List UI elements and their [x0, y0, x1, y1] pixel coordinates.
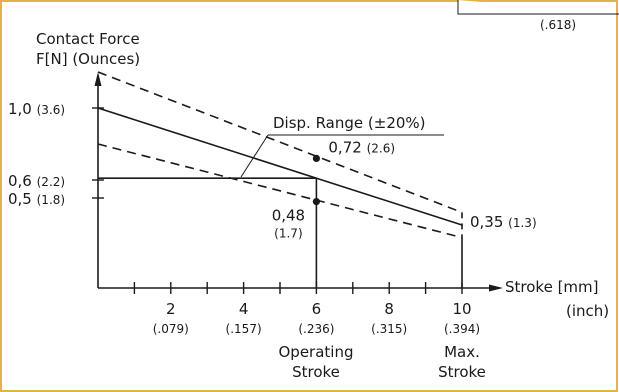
point-value: 0,72 — [328, 138, 366, 156]
series-layer — [97, 71, 463, 239]
y-tick-ounces: (2.2) — [37, 175, 65, 189]
y-axis-title-line2: F[N] (Ounces) — [36, 50, 140, 68]
end-point-value: 0,35 — [470, 213, 508, 231]
max-stroke-label-line1: Max. — [444, 343, 480, 361]
y-tick-label: 0,6 (2.2) — [8, 172, 65, 190]
operating-stroke-label-line1: Operating — [279, 343, 354, 361]
x-tick-label-inch: (.157) — [226, 322, 262, 336]
y-tick-value: 1,0 — [8, 100, 37, 118]
point-ounces: (2.6) — [367, 141, 395, 155]
y-tick-ounces: (1.8) — [37, 193, 65, 207]
series-line-lower — [97, 143, 463, 239]
guide-layer — [98, 177, 463, 288]
y-tick-value: 0,6 — [8, 172, 37, 190]
x-tick-label-inch: (.079) — [153, 322, 189, 336]
corner-box — [457, 0, 619, 15]
point-value: 0,48 — [272, 207, 305, 225]
y-tick-label: 1,0 (3.6) — [8, 100, 65, 118]
corner-label: (.618) — [540, 18, 576, 32]
y-tick-label: 0,5 (1.8) — [8, 190, 65, 208]
max-stroke-label-line2: Stroke — [438, 363, 486, 381]
operating-stroke-label-line2: Stroke — [292, 363, 340, 381]
annotation-leader — [240, 134, 269, 178]
x-axis-arrow — [489, 284, 503, 292]
x-tick-label-inch: (.236) — [298, 322, 334, 336]
end-point-ounces: (1.3) — [508, 216, 536, 230]
marker-layer: 0,72 (2.6) 0,48 (1.7) 0,35 (1.3) — [272, 138, 537, 240]
disp-range-annotation: Disp. Range (±20%) — [273, 114, 426, 132]
x-tick-label-inch: (.394) — [444, 322, 480, 336]
point-label: 0,72 (2.6) — [328, 138, 395, 156]
x-tick-label-mm: 6 — [312, 300, 322, 318]
x-axis-title: Stroke [mm] — [505, 278, 599, 296]
x-axis-unit: (inch) — [566, 302, 609, 320]
series-line-upper — [97, 71, 463, 214]
y-tick-value: 0,5 — [8, 190, 37, 208]
end-point-label: 0,35 (1.3) — [470, 213, 537, 231]
x-tick-label-mm: 2 — [166, 300, 176, 318]
series-line-nominal — [97, 107, 463, 226]
x-tick-label-mm: 4 — [239, 300, 249, 318]
x-tick-label-inch: (.315) — [371, 322, 407, 336]
x-tick-label-mm: 10 — [452, 300, 471, 318]
data-point — [312, 154, 320, 162]
x-tick-label-mm: 8 — [384, 300, 394, 318]
y-axis-arrow — [94, 72, 102, 86]
y-tick-ounces: (3.6) — [37, 103, 65, 117]
data-point — [312, 198, 320, 206]
point-ounces: (1.7) — [274, 227, 302, 241]
y-axis-title-line1: Contact Force — [36, 30, 140, 48]
